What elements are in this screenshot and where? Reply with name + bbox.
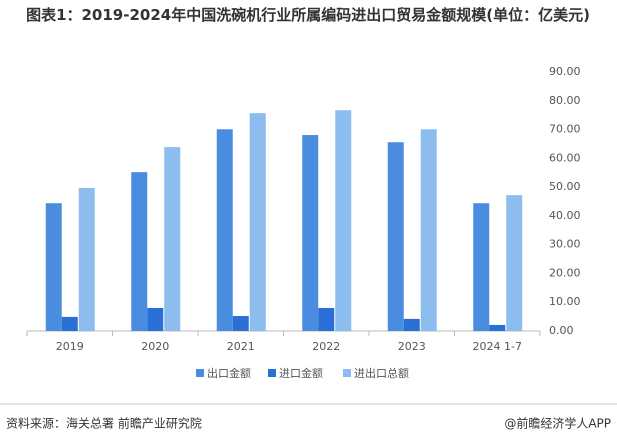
x-tick-label: 2020 [141,340,169,353]
source: 资料来源：海关总署 前瞻产业研究院 [6,416,202,431]
legend-label: 出口金额 [207,366,251,380]
y-tick-label: 20.00 [549,266,581,279]
y-tick-label: 70.00 [549,123,581,136]
bar [420,129,437,331]
bar [216,129,233,331]
y-tick-label: 30.00 [549,238,581,251]
bar [302,135,319,331]
bar [403,318,420,331]
x-tick-label: 2023 [398,340,426,353]
y-tick-label: 80.00 [549,94,581,107]
x-tick-label: 2022 [312,340,340,353]
legend-label: 进口金额 [279,366,323,380]
bar [318,307,335,331]
bar [78,187,95,331]
legend-swatch [343,369,351,377]
bar [147,307,164,331]
y-tick-label: 10.00 [549,295,581,308]
bar [489,324,506,331]
bar [232,316,249,331]
y-tick-label: 40.00 [549,209,581,222]
x-tick-label: 2019 [56,340,84,353]
legend-swatch [268,369,276,377]
x-tick-label: 2021 [227,340,255,353]
y-tick-label: 60.00 [549,151,581,164]
y-tick-label: 50.00 [549,180,581,193]
bar [164,147,181,331]
legend-label: 进出口总额 [354,366,409,380]
y-tick-label: 90.00 [549,65,581,78]
bar [45,203,62,331]
bar [387,142,404,331]
legend-swatch [196,369,204,377]
bar [131,172,148,331]
chart-title: 图表1：2019-2024年中国洗碗机行业所属编码进出口贸易金额规模(单位：亿美… [26,6,590,24]
bar [473,203,490,331]
bar [61,316,78,331]
bar [249,113,266,331]
credit: @前瞻经济学人APP [504,416,611,431]
y-tick-label: 0.00 [549,324,574,337]
bar [506,195,523,331]
bar [335,110,352,331]
x-tick-label: 2024 1-7 [473,340,522,353]
